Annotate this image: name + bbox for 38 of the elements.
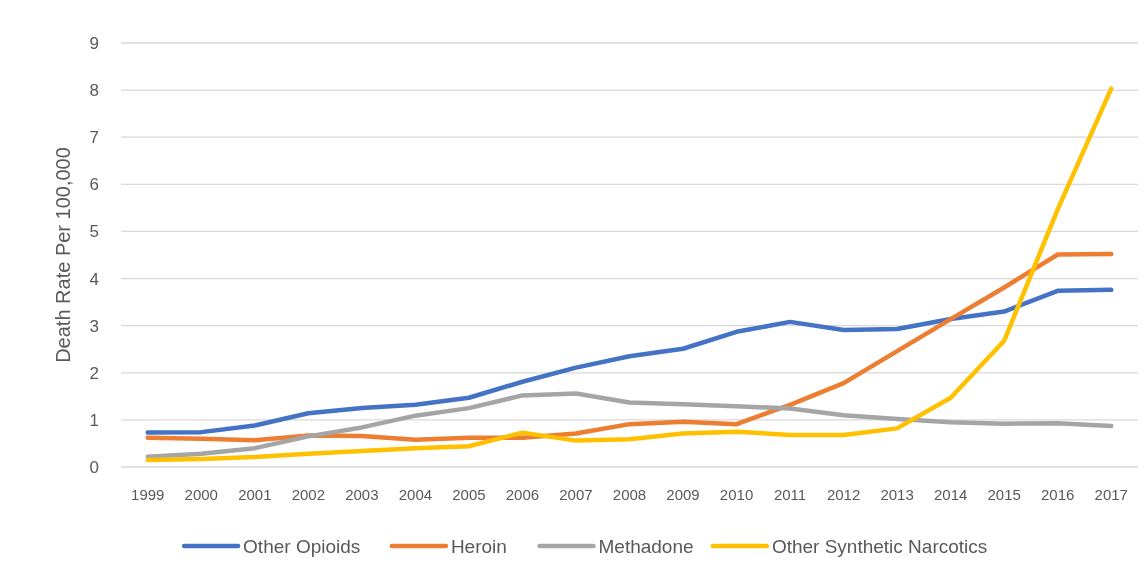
legend-label: Other Opioids <box>243 535 361 557</box>
x-tick-label: 2011 <box>773 486 807 503</box>
y-tick-label: 7 <box>89 128 99 148</box>
x-tick-label: 2010 <box>719 486 754 503</box>
y-tick-label: 5 <box>89 222 99 242</box>
legend-label: Other Synthetic Narcotics <box>771 535 988 557</box>
x-tick-label: 1999 <box>131 486 165 503</box>
x-tick-label: 2007 <box>559 486 593 503</box>
legend-label: Methadone <box>598 535 694 557</box>
x-tick-label: 2000 <box>184 486 218 503</box>
y-tick-label: 3 <box>89 316 99 336</box>
x-tick-label: 2017 <box>1094 486 1128 503</box>
x-tick-label: 2003 <box>345 486 379 503</box>
y-axis-title: Death Rate Per 100,000 <box>52 147 74 363</box>
x-tick-label: 2015 <box>987 486 1021 503</box>
y-tick-label: 8 <box>89 81 99 101</box>
line-series <box>145 391 1114 459</box>
x-tick-label: 2016 <box>1041 486 1075 503</box>
x-tick-label: 2004 <box>398 486 433 503</box>
line-series <box>145 86 1114 463</box>
y-tick-label: 0 <box>89 457 99 477</box>
y-tick-label: 1 <box>89 410 99 430</box>
x-tick-label: 2006 <box>505 486 540 503</box>
x-tick-label: 2008 <box>612 486 647 503</box>
y-tick-label: 2 <box>89 363 99 383</box>
line-series <box>145 287 1114 435</box>
y-tick-label: 6 <box>89 175 99 195</box>
x-tick-label: 2005 <box>452 486 486 503</box>
x-tick-label: 2009 <box>666 486 700 503</box>
x-tick-label: 2012 <box>826 486 861 503</box>
legend-label: Heroin <box>450 535 507 557</box>
y-tick-label: 9 <box>89 33 99 53</box>
x-tick-label: 2013 <box>880 486 914 503</box>
x-tick-label: 2014 <box>933 486 968 503</box>
line-series <box>145 251 1114 443</box>
y-tick-label: 4 <box>89 269 99 289</box>
x-tick-label: 2001 <box>238 486 272 503</box>
x-tick-label: 2002 <box>291 486 326 503</box>
